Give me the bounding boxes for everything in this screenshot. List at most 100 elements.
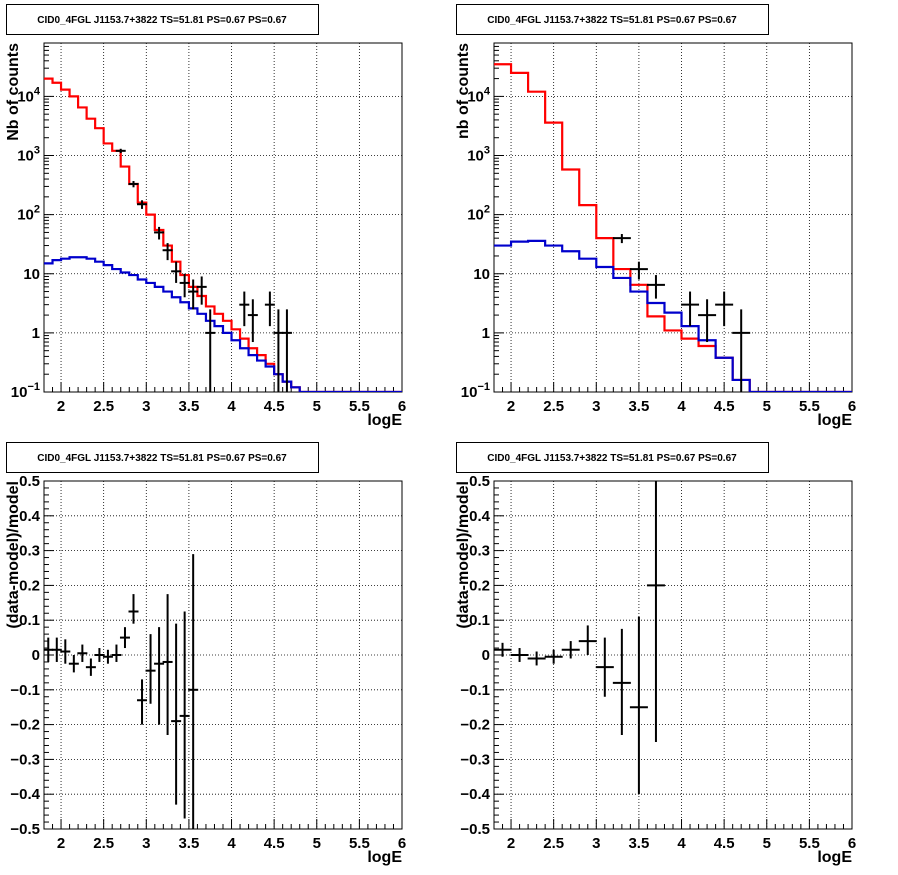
chart-title: CID0_4FGL J1153.7+3822 TS=51.81 PS=0.67 … (487, 453, 737, 464)
x-tick-label: 2.5 (93, 398, 114, 415)
y-tick-label: 102 (467, 204, 490, 224)
y-tick-label: 0.4 (19, 508, 41, 525)
x-axis-label: logE (817, 412, 852, 429)
data-point (732, 309, 751, 392)
data-point (698, 299, 717, 343)
x-tick-label: 2.5 (93, 835, 114, 852)
plot-area (494, 481, 665, 795)
model-step-line (494, 239, 852, 392)
x-tick-label: 5.5 (349, 398, 370, 415)
data-point (68, 655, 79, 673)
data-point (196, 276, 207, 305)
x-tick-label: 6 (848, 398, 856, 415)
x-tick-label: 4.5 (714, 835, 735, 852)
chart-panel-2: CID0_4FGL J1153.7+3822 TS=51.81 PS=0.67 … (455, 4, 856, 429)
x-tick-label: 6 (848, 835, 856, 852)
x-tick-label: 2 (507, 398, 515, 415)
data-point (715, 291, 734, 327)
y-tick-label: −0.4 (460, 786, 490, 803)
x-tick-label: 2 (57, 835, 65, 852)
data-point (137, 200, 148, 209)
title-box (456, 4, 769, 35)
y-tick-label: 0.5 (19, 473, 40, 490)
data-point (145, 634, 156, 704)
x-tick-label: 4 (677, 835, 686, 852)
data-point (578, 625, 597, 655)
y-tick-label: −0.2 (460, 717, 490, 734)
x-tick-label: 2 (57, 398, 65, 415)
y-tick-label: 1 (482, 325, 490, 342)
y-tick-label: 0 (32, 647, 40, 664)
y-tick-label: 103 (467, 145, 490, 165)
x-tick-label: 5.5 (349, 835, 370, 852)
data-point (171, 623, 182, 805)
chart-panel-4: CID0_4FGL J1153.7+3822 TS=51.81 PS=0.67 … (455, 442, 856, 866)
x-tick-label: 3.5 (178, 398, 199, 415)
data-point (179, 611, 190, 819)
y-tick-label: 0.2 (469, 577, 490, 594)
y-tick-label: 103 (17, 145, 40, 165)
data-point (629, 616, 648, 795)
y-tick-label: −0.1 (460, 682, 490, 699)
y-axis-label: Nb of counts (5, 43, 22, 141)
data-point (115, 148, 126, 154)
y-tick-label: 0.4 (469, 508, 491, 525)
title-box (6, 442, 319, 473)
data-point (494, 642, 512, 657)
x-axis-label: logE (817, 849, 852, 866)
x-tick-label: 5.5 (799, 835, 820, 852)
data-point (646, 275, 665, 299)
data-point (239, 291, 250, 327)
x-tick-label: 3.5 (628, 835, 649, 852)
y-tick-label: 10 (473, 266, 490, 283)
plot-frame (493, 42, 853, 393)
x-tick-label: 4.5 (714, 398, 735, 415)
x-tick-label: 5 (763, 398, 771, 415)
x-tick-label: 4.5 (264, 398, 285, 415)
data-point (561, 641, 580, 659)
x-tick-label: 2 (507, 835, 515, 852)
title-box (456, 442, 769, 473)
chart-title: CID0_4FGL J1153.7+3822 TS=51.81 PS=0.67 … (487, 15, 737, 26)
plot-area (494, 63, 852, 392)
data-point (646, 481, 665, 742)
y-tick-label: 104 (17, 85, 41, 105)
x-tick-label: 3.5 (178, 835, 199, 852)
y-axis-label: (data-model)/model (5, 481, 22, 629)
x-tick-label: 6 (398, 398, 406, 415)
data-point (154, 226, 165, 240)
data-point (77, 644, 88, 662)
x-tick-label: 3 (592, 835, 600, 852)
chart-title: CID0_4FGL J1153.7+3822 TS=51.81 PS=0.67 … (37, 15, 287, 26)
data-point (281, 309, 292, 392)
data-point (102, 649, 113, 664)
data-point (179, 273, 190, 298)
data-point (264, 291, 275, 327)
data-point (162, 594, 173, 736)
x-tick-label: 3 (142, 398, 150, 415)
x-tick-label: 2.5 (543, 398, 564, 415)
data-point (544, 649, 563, 664)
y-tick-label: 0.1 (469, 612, 490, 629)
y-tick-label: −0.3 (460, 751, 490, 768)
x-tick-label: 5.5 (799, 398, 820, 415)
x-tick-label: 4 (227, 398, 236, 415)
model-step-line (44, 77, 402, 392)
data-point (154, 627, 165, 725)
y-axis-label: (data-model)/model (455, 481, 472, 629)
y-tick-label: 0.5 (469, 473, 490, 490)
data-point (128, 594, 139, 624)
y-tick-label: 1 (32, 325, 40, 342)
x-tick-label: 2.5 (543, 835, 564, 852)
y-tick-label: 10−1 (11, 381, 40, 401)
data-point (247, 299, 258, 343)
data-point (128, 181, 139, 188)
y-tick-label: −0.2 (10, 717, 40, 734)
plot-area (44, 77, 402, 392)
data-point (119, 627, 130, 649)
y-tick-label: 0.3 (19, 543, 40, 560)
model-step-line (44, 256, 402, 392)
data-point (85, 658, 96, 676)
plot-area (44, 554, 199, 829)
chart-panel-1: CID0_4FGL J1153.7+3822 TS=51.81 PS=0.67 … (5, 4, 406, 429)
